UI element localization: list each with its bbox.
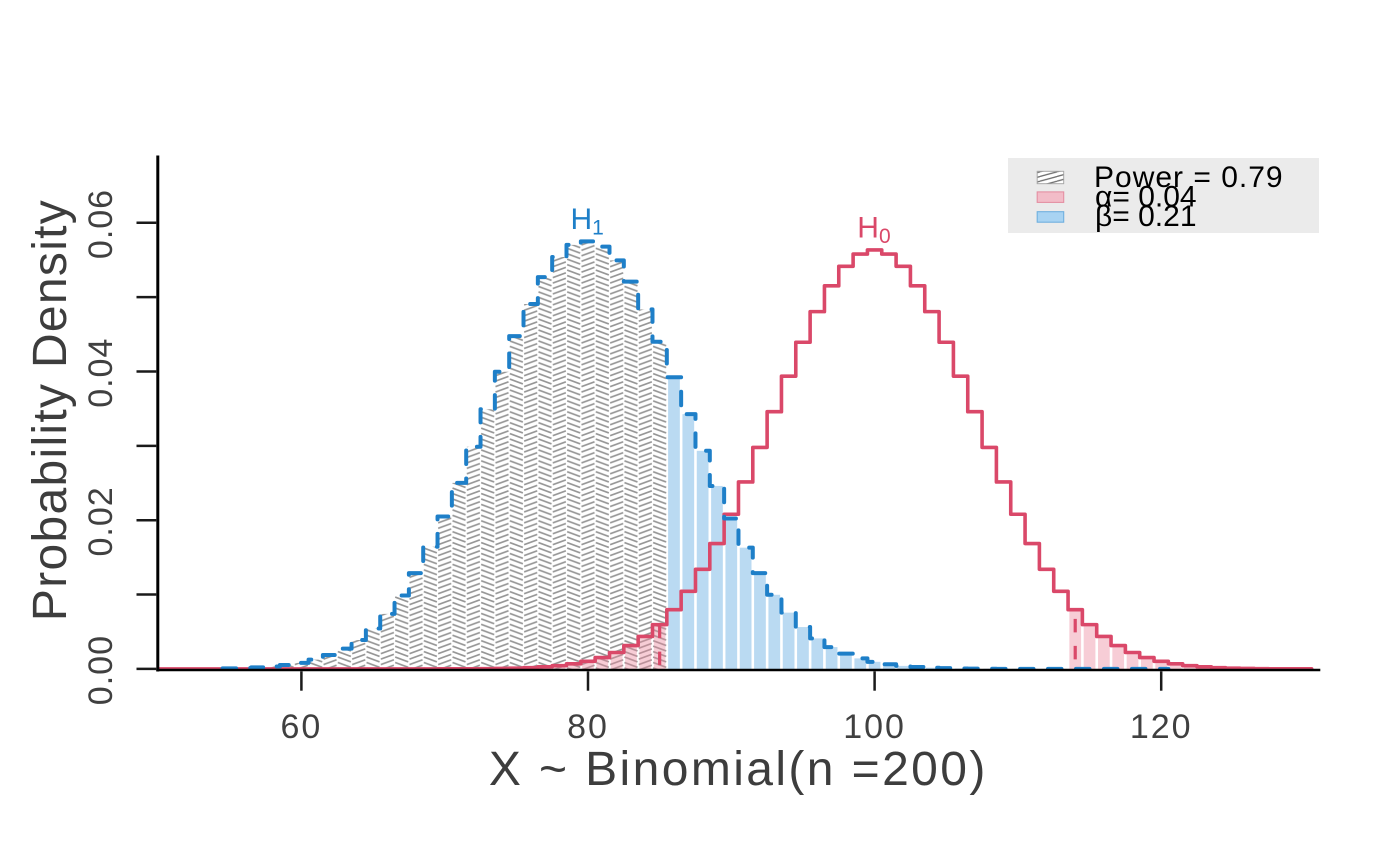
svg-text:0.06: 0.06 bbox=[82, 189, 120, 259]
svg-text:X ~ Binomial(n =200): X ~ Binomial(n =200) bbox=[489, 743, 988, 796]
svg-text:0.02: 0.02 bbox=[82, 486, 120, 556]
svg-text:β= 0.21: β= 0.21 bbox=[1095, 200, 1197, 233]
svg-text:60: 60 bbox=[280, 708, 322, 746]
svg-text:120: 120 bbox=[1130, 708, 1193, 746]
svg-text:0.00: 0.00 bbox=[82, 635, 120, 705]
svg-text:80: 80 bbox=[567, 708, 609, 746]
svg-text:0.04: 0.04 bbox=[82, 338, 120, 408]
svg-text:Probability Density: Probability Density bbox=[24, 199, 77, 621]
svg-text:Power = 0.79: Power = 0.79 bbox=[1094, 161, 1284, 194]
svg-text:α= 0.04: α= 0.04 bbox=[1095, 181, 1197, 214]
svg-text:100: 100 bbox=[843, 708, 906, 746]
